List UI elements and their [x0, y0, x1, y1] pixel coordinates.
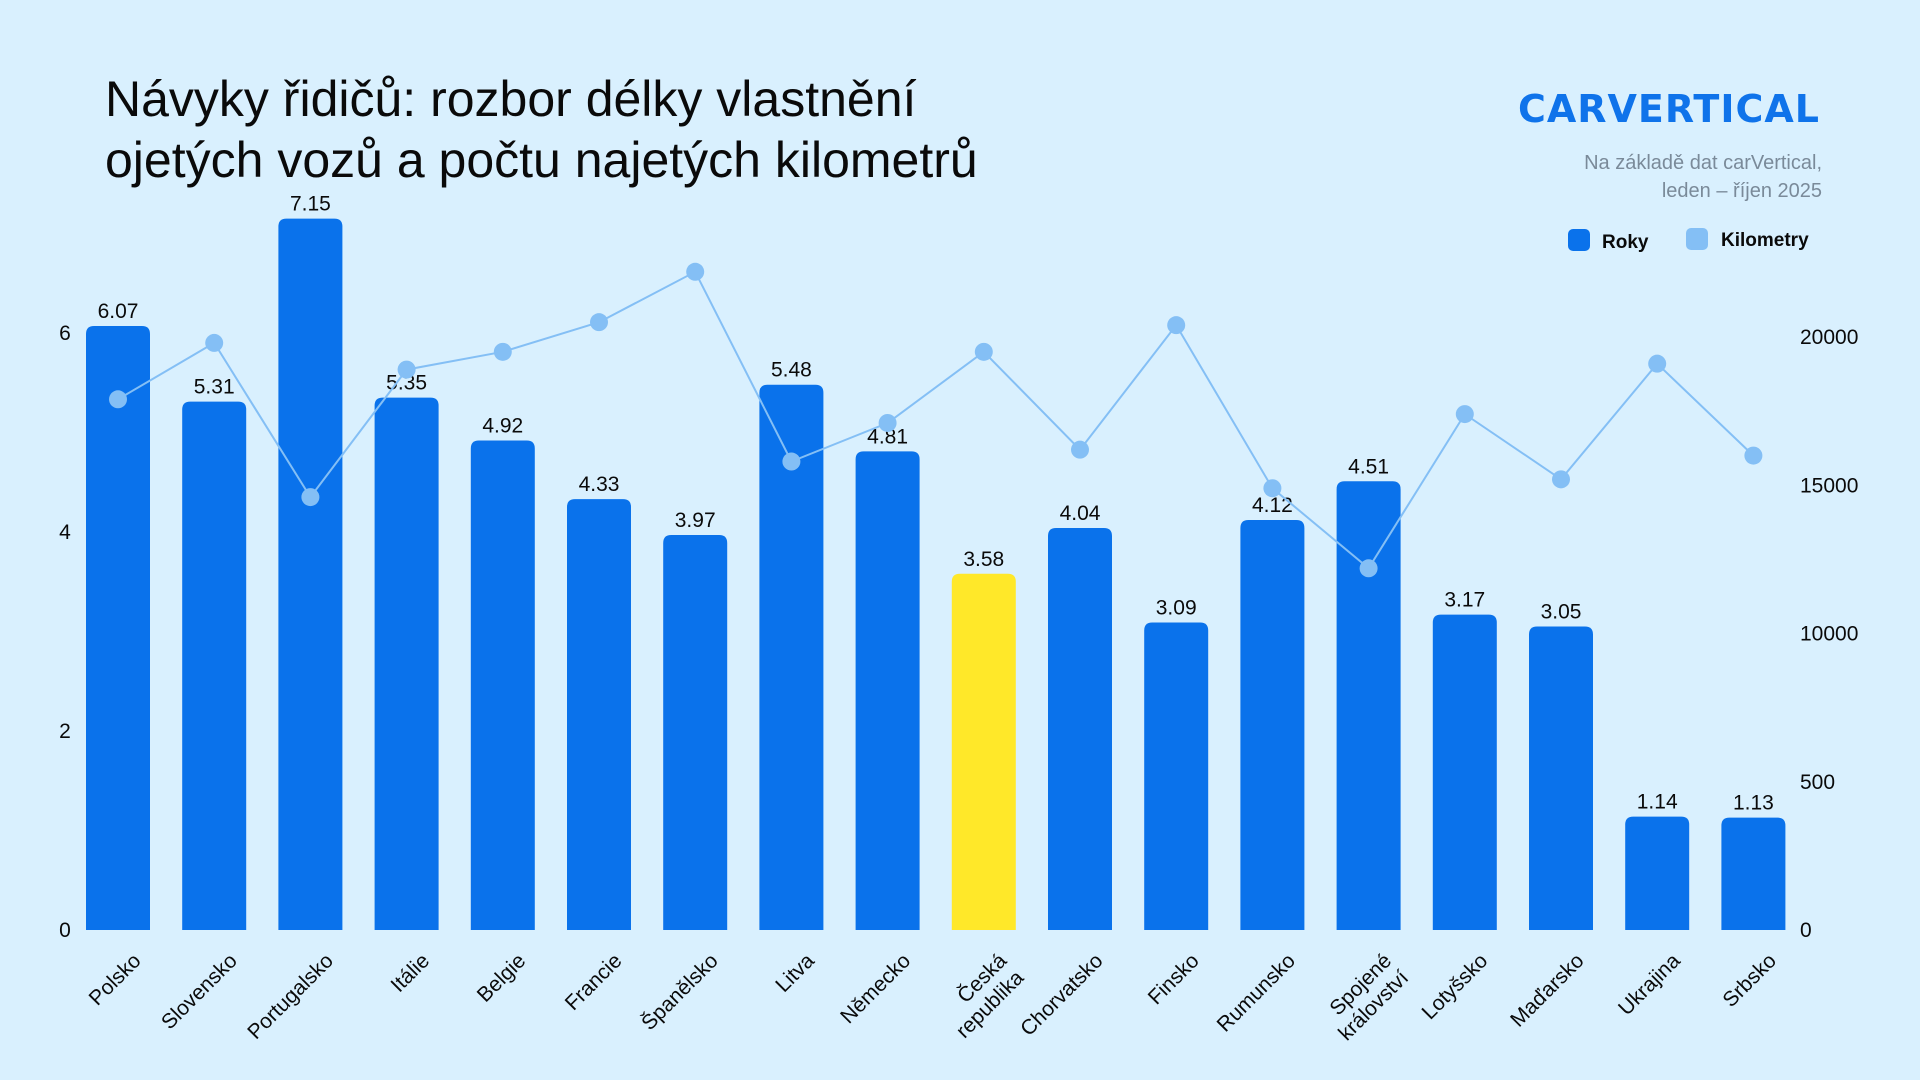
source-note-line-2: leden – říjen 2025: [1662, 180, 1822, 202]
bar-value-label: 4.12: [1252, 494, 1293, 517]
y-left-tick-label: 2: [59, 720, 71, 743]
kilometry-point-litva: [782, 452, 801, 471]
bar-ceska-republika: [951, 573, 1016, 930]
legend-swatch-kilometry: [1686, 228, 1708, 250]
y-right-tick-label: 20000: [1800, 326, 1858, 349]
bar-value-label: 6.07: [98, 300, 139, 323]
bar-value-label: 5.35: [386, 372, 427, 395]
bar-value-label: 4.04: [1060, 502, 1101, 525]
carvertical-logo: CARVERTICAL: [1518, 87, 1820, 131]
bar-slovensko: [182, 401, 247, 930]
bar-value-label: 5.48: [771, 359, 812, 382]
y-left-tick-label: 0: [59, 919, 71, 942]
bar-value-label: 4.92: [482, 414, 523, 437]
y-right-tick-label: 10000: [1800, 623, 1858, 646]
legend-label-roky: Roky: [1602, 232, 1649, 253]
kilometry-point-ukrajina: [1648, 354, 1667, 373]
kilometry-point-finsko: [1167, 316, 1186, 335]
legend-swatch-roky: [1568, 229, 1590, 251]
kilometry-point-srbsko: [1744, 446, 1763, 465]
kilometry-point-polsko: [109, 390, 127, 409]
bar-srbsko: [1721, 817, 1786, 930]
bar-madarsko: [1529, 626, 1593, 930]
source-note-line-1: Na základě dat carVertical,: [1584, 152, 1822, 174]
bar-series-roky: [86, 218, 1786, 930]
bar-value-label: 3.09: [1156, 597, 1197, 620]
line-series-kilometry: [109, 262, 1763, 578]
y-left-tick-label: 4: [59, 521, 71, 544]
bar-finsko: [1144, 622, 1209, 930]
legend-label-kilometry: Kilometry: [1721, 230, 1809, 251]
kilometry-point-francie: [590, 313, 608, 332]
bar-value-label: 3.05: [1541, 601, 1582, 624]
y-right-tick-label: 500: [1800, 771, 1835, 794]
bar-portugalsko: [278, 218, 343, 930]
bar-value-label: 3.97: [675, 509, 716, 532]
kilometry-point-italie: [397, 360, 416, 379]
bar-nemecko: [855, 451, 920, 930]
bar-value-label: 4.33: [579, 473, 620, 496]
kilometry-point-nemecko: [878, 413, 897, 432]
bar-ukrajina: [1625, 816, 1690, 930]
kilometry-point-spojene-kralovstvi: [1359, 559, 1378, 578]
kilometry-point-lotyssko: [1455, 405, 1474, 424]
y-left-tick-label: 6: [59, 322, 71, 345]
kilometry-point-ceska-republika: [974, 342, 993, 361]
kilometry-point-slovensko: [205, 333, 224, 352]
kilometry-point-spanelsko: [686, 262, 705, 281]
kilometry-line: [117, 270, 1755, 570]
bar-italie: [374, 397, 439, 930]
bar-value-label: 3.17: [1444, 589, 1485, 612]
bar-belgie: [470, 440, 535, 930]
bar-value-label: 4.81: [867, 425, 908, 448]
bar-spanelsko: [663, 534, 728, 930]
bar-value-label: 1.13: [1733, 792, 1774, 815]
bar-value-labels: 6.07 5.31 7.15 5.35 4.92 4.33 3.97 5.48 4.81 3.58…: [98, 193, 1774, 815]
chart-title-line-1: Návyky řidičů: rozbor délky vlastnění: [105, 71, 917, 127]
y-right-tick-label: 0: [1800, 919, 1812, 942]
bar-francie: [567, 499, 631, 930]
bar-value-label: 4.51: [1348, 455, 1389, 478]
bar-chorvatsko: [1048, 528, 1112, 930]
kilometry-point-chorvatsko: [1071, 440, 1089, 459]
bar-spojene-kralovstvi: [1336, 481, 1401, 930]
bar-rumunsko: [1240, 520, 1305, 930]
y-axis-right: 0 500 10000 15000 20000: [1800, 326, 1858, 942]
bar-value-label: 1.14: [1637, 791, 1678, 814]
bar-value-label: 5.31: [194, 376, 235, 399]
y-axis-left: 0 2 4 6: [59, 322, 71, 942]
bar-value-label: 3.58: [963, 548, 1004, 571]
y-right-tick-label: 15000: [1800, 474, 1858, 497]
chart-title-line-2: ojetých vozů a počtu najetých kilometrů: [105, 132, 978, 188]
kilometry-point-madarsko: [1552, 470, 1570, 489]
bar-lotyssko: [1432, 614, 1497, 930]
bar-polsko: [86, 326, 150, 930]
kilometry-point-portugalsko: [301, 488, 320, 507]
bar-value-label: 7.15: [290, 193, 331, 216]
bar-litva: [759, 384, 824, 930]
kilometry-point-belgie: [493, 342, 512, 361]
kilometry-point-rumunsko: [1263, 479, 1282, 498]
legend: Roky Kilometry: [1568, 228, 1809, 253]
